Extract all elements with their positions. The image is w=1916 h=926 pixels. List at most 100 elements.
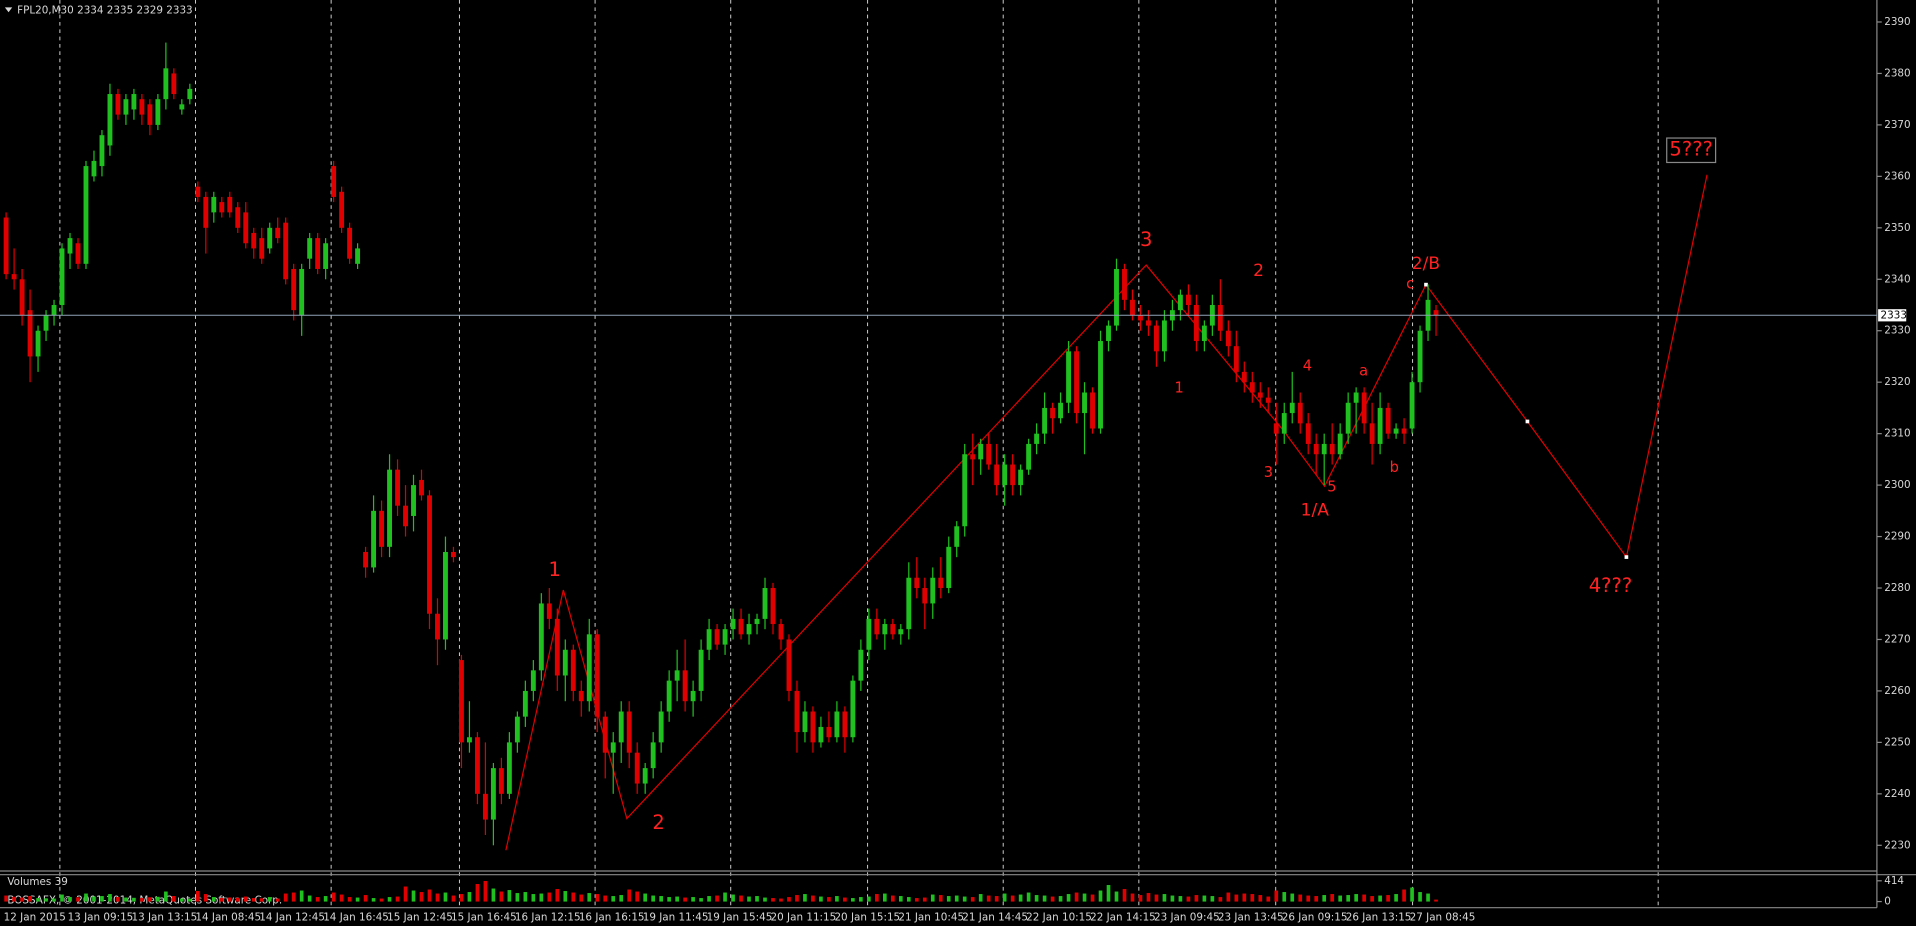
candle-body	[626, 711, 632, 753]
candle-body	[1058, 402, 1064, 419]
volume-bar	[20, 897, 24, 902]
wave-point	[1424, 282, 1428, 287]
last-open: 2334	[77, 4, 104, 16]
volume-bar	[1002, 893, 1007, 902]
candle-body	[139, 99, 145, 115]
volume-bar	[659, 896, 663, 902]
candle-body	[1417, 330, 1423, 383]
volume-bar	[4, 895, 8, 902]
candle-body	[1337, 433, 1343, 455]
x-tick-label: 20 Jan 11:15	[771, 911, 837, 923]
volume-bar	[180, 898, 184, 902]
price-label: 2333	[1881, 309, 1907, 321]
volume-bar	[1402, 889, 1406, 902]
volume-bar	[1346, 895, 1350, 902]
volume-bar	[1418, 892, 1422, 902]
candle-body	[746, 624, 752, 635]
candle-body	[754, 618, 760, 625]
volume-bar	[227, 897, 232, 902]
volume-bar	[156, 896, 160, 902]
candle-body	[1018, 469, 1024, 486]
volume-bar	[875, 894, 879, 902]
volume-bar	[1362, 894, 1366, 902]
x-tick-label: 26 Jan 13:15	[1346, 911, 1412, 923]
volume-bar	[619, 895, 624, 902]
volume-bar	[371, 898, 376, 902]
candle-body	[1273, 423, 1279, 434]
volume-bar	[315, 897, 320, 902]
candle-body	[1042, 407, 1048, 434]
volume-bar	[1090, 894, 1095, 902]
y-tick-label: 2250	[1884, 736, 1910, 748]
candle-body	[834, 711, 840, 738]
candle-body	[714, 629, 720, 645]
x-tick-label: 21 Jan 14:45	[962, 911, 1028, 923]
volume-bar	[914, 898, 919, 902]
candle-body	[1257, 392, 1263, 398]
volume-bar	[283, 893, 288, 902]
candle-body	[778, 624, 784, 640]
wave-label: c	[1406, 276, 1414, 293]
candle-body	[131, 94, 137, 110]
volume-bar	[1394, 894, 1398, 902]
volume-bar	[938, 895, 943, 902]
candle-body	[1297, 402, 1303, 424]
candle-body	[826, 726, 832, 738]
volume-bar	[1258, 895, 1263, 902]
candle-body	[403, 505, 408, 527]
y-tick-label: 2310	[1884, 428, 1910, 440]
volume-bar	[1242, 893, 1247, 902]
wave-label: a	[1359, 362, 1368, 379]
menu-arrow[interactable]	[4, 7, 13, 13]
candle-body	[578, 690, 584, 702]
candle-body	[1377, 407, 1383, 444]
volume-bar	[164, 891, 168, 902]
candle-body	[67, 238, 73, 254]
candle-body	[1353, 392, 1359, 403]
volume-bar	[515, 893, 520, 902]
candle-body	[347, 227, 353, 259]
candle-body	[227, 196, 233, 213]
volume-bar	[587, 893, 592, 902]
volume-bar	[12, 896, 16, 902]
candle-body	[642, 768, 648, 784]
wave-label: 5???	[1669, 138, 1713, 161]
candle-body	[1249, 382, 1255, 393]
candle-body	[435, 613, 440, 640]
last-close: 2333	[166, 4, 192, 16]
volume-bar	[531, 894, 536, 902]
candle-body	[730, 618, 736, 630]
volume-bar	[675, 896, 679, 902]
volume-bar	[491, 888, 496, 902]
volume-bar	[1226, 892, 1231, 902]
y-tick-label: 2260	[1884, 685, 1910, 697]
volume-bar	[148, 897, 152, 902]
candle-body	[770, 588, 776, 625]
volume-bar	[723, 892, 727, 902]
volume-bar	[188, 898, 192, 902]
candle-body	[395, 469, 400, 506]
y-tick-label: 2270	[1884, 633, 1910, 645]
candle-body	[810, 711, 816, 743]
candle-body	[762, 588, 768, 619]
volume-bar	[1138, 895, 1143, 902]
candle-body	[1329, 443, 1335, 455]
volume-bar	[1434, 899, 1438, 902]
candle-body	[1090, 392, 1095, 429]
volume-bar	[1162, 894, 1167, 902]
candle-body	[219, 202, 225, 213]
volume-bar	[52, 898, 56, 902]
candle-body	[1233, 346, 1239, 372]
candle-body	[163, 68, 169, 100]
candle-body	[818, 726, 824, 743]
volume-bar	[1178, 896, 1183, 902]
volume-bar	[707, 896, 711, 902]
y-tick-label: 2290	[1884, 531, 1910, 543]
volume-bar	[243, 896, 248, 902]
volume-bar	[108, 894, 112, 902]
last-high: 2335	[107, 4, 133, 16]
x-tick-label: 14 Jan 16:45	[323, 911, 389, 923]
volume-bar	[427, 889, 432, 902]
candle-body	[994, 464, 1000, 486]
